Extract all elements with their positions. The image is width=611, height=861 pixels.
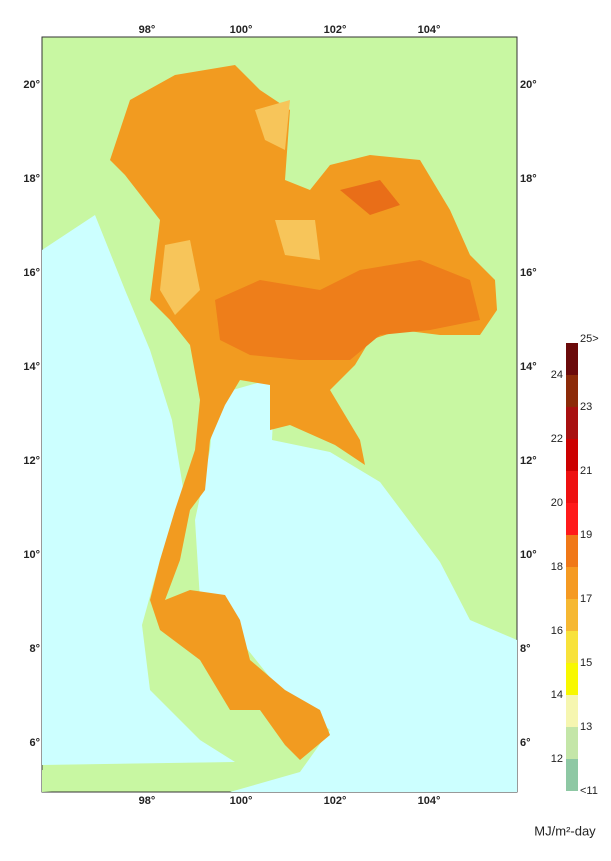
low-radiation-area: [160, 240, 200, 315]
lat-label: 12°: [520, 455, 537, 467]
colorbar-label: 21: [580, 465, 592, 477]
low-radiation-area: [275, 220, 320, 260]
thailand: [110, 65, 497, 760]
lat-label: 20°: [520, 79, 537, 91]
lat-label: 6°: [520, 737, 531, 749]
map-frame: [41, 36, 518, 793]
lon-label: 102°: [324, 24, 347, 36]
lat-label: 12°: [23, 455, 40, 467]
colorbar-label: 14: [551, 689, 563, 701]
colorbar-segment: [566, 535, 578, 567]
colorbar-segment: [566, 599, 578, 631]
colorbar-label: 19: [580, 529, 592, 541]
lat-label: 18°: [520, 173, 537, 185]
lat-label: 10°: [23, 549, 40, 561]
colorbar-label: 15: [580, 657, 592, 669]
unit-label: MJ/m²-day: [534, 823, 596, 838]
lat-label: 14°: [520, 361, 537, 373]
lat-label: 10°: [520, 549, 537, 561]
lat-label: 8°: [520, 643, 531, 655]
lon-label: 102°: [324, 795, 347, 807]
lon-label: 104°: [418, 795, 441, 807]
high-radiation-area: [340, 180, 400, 215]
colorbar-segment: [566, 727, 578, 759]
lon-label: 100°: [230, 795, 253, 807]
lat-label: 20°: [23, 79, 40, 91]
lat-label: 6°: [29, 737, 40, 749]
land: [42, 770, 180, 792]
lat-label: 8°: [29, 643, 40, 655]
colorbar-segment: [566, 343, 578, 375]
lon-label: 104°: [418, 24, 441, 36]
colorbar-segment: [566, 631, 578, 663]
colorbar-label: <11: [580, 785, 598, 797]
lat-label: 16°: [520, 267, 537, 279]
colorbar-segment: [566, 663, 578, 695]
colorbar-label: 16: [551, 625, 563, 637]
colorbar-segment: [566, 503, 578, 535]
andaman-sea: [42, 215, 235, 765]
colorbar-label: 18: [551, 561, 563, 573]
gulf-of-thailand: [195, 378, 517, 792]
lat-label: 14°: [23, 361, 40, 373]
colorbar-segment: [566, 471, 578, 503]
colorbar-segment: [566, 407, 578, 439]
lat-label: 18°: [23, 173, 40, 185]
lon-label: 100°: [230, 24, 253, 36]
colorbar-segment: [566, 695, 578, 727]
lon-label: 98°: [139, 24, 156, 36]
lat-label: 16°: [23, 267, 40, 279]
lon-label: 98°: [139, 795, 156, 807]
colorbar-label: 20: [551, 497, 563, 509]
colorbar-label: 25>: [580, 333, 599, 345]
colorbar-segment: [566, 439, 578, 471]
low-radiation-area: [255, 100, 290, 150]
colorbar-label: 24: [551, 369, 563, 381]
colorbar-segment: [566, 759, 578, 791]
colorbar-label: 22: [551, 433, 563, 445]
colorbar-label: 13: [580, 721, 592, 733]
colorbar-label: 17: [580, 593, 592, 605]
colorbar-segment: [566, 567, 578, 599]
colorbar-label: 23: [580, 401, 592, 413]
high-radiation-area: [215, 260, 480, 360]
colorbar-segment: [566, 375, 578, 407]
colorbar-label: 12: [551, 753, 563, 765]
